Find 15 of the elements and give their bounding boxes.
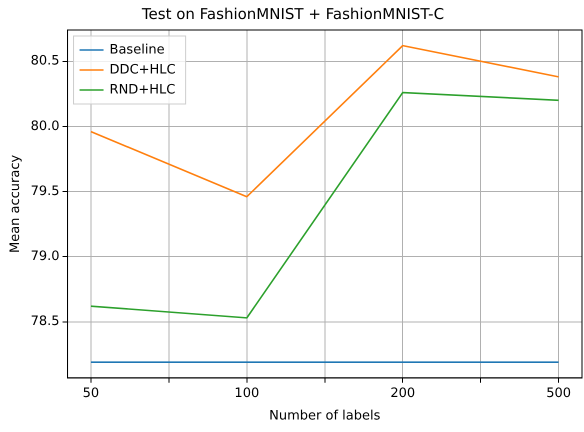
chart-title: Test on FashionMNIST + FashionMNIST-C [140, 4, 444, 23]
legend-label: Baseline [110, 42, 165, 58]
y-tick-label: 80.0 [30, 118, 60, 134]
legend-label: RND+HLC [110, 82, 176, 98]
y-axis-title: Mean accuracy [8, 154, 24, 254]
legend-label: DDC+HLC [110, 62, 176, 78]
y-tick-label: 80.5 [30, 54, 60, 69]
y-tick-label: 79.5 [30, 184, 60, 199]
x-tick-label: 100 [234, 386, 260, 401]
x-tick-label: 50 [82, 386, 100, 401]
y-tick-label: 79.0 [30, 249, 60, 264]
x-tick-label: 500 [546, 386, 572, 401]
y-tick-label: 78.5 [30, 314, 60, 330]
x-axis-title: Number of labels [269, 408, 381, 424]
x-tick-label: 200 [390, 386, 416, 401]
